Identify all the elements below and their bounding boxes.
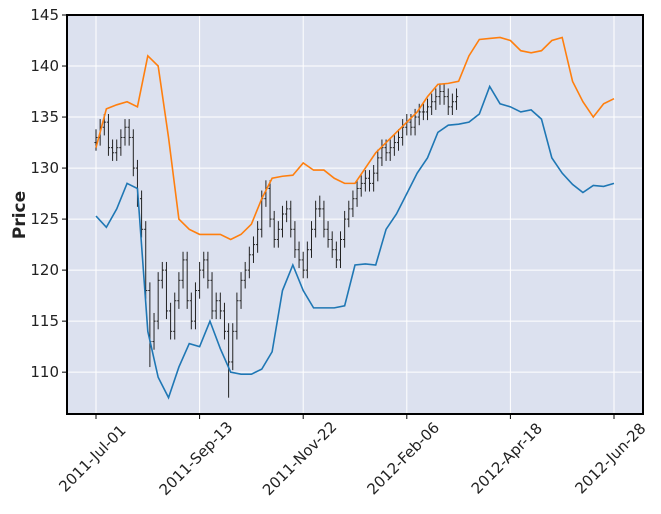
y-tick-label: 115 bbox=[30, 312, 59, 330]
y-tick-label: 145 bbox=[30, 6, 59, 24]
y-axis-label: Price bbox=[10, 191, 30, 239]
line-series bbox=[95, 36, 615, 241]
plot-area bbox=[67, 15, 643, 414]
y-tick-label: 125 bbox=[30, 210, 59, 228]
y-tick-label: 135 bbox=[30, 108, 59, 126]
x-tick-label: 2011-Jul-01 bbox=[55, 421, 129, 495]
x-tick-label: 2012-Feb-06 bbox=[363, 419, 443, 499]
y-tick-label: 120 bbox=[30, 261, 59, 279]
frame bbox=[66, 14, 644, 415]
y-tick-label: 130 bbox=[30, 159, 59, 177]
y-tick-label: 140 bbox=[30, 57, 59, 75]
y-tick-label: 110 bbox=[30, 363, 59, 381]
x-tick-label: 2012-Apr-18 bbox=[468, 419, 546, 497]
x-tick-label: 2011-Nov-22 bbox=[259, 418, 340, 499]
x-tick-label: 2011-Sep-13 bbox=[156, 418, 237, 499]
line-series bbox=[95, 84, 615, 400]
x-tick-label: 2012-Jun-28 bbox=[571, 419, 649, 497]
